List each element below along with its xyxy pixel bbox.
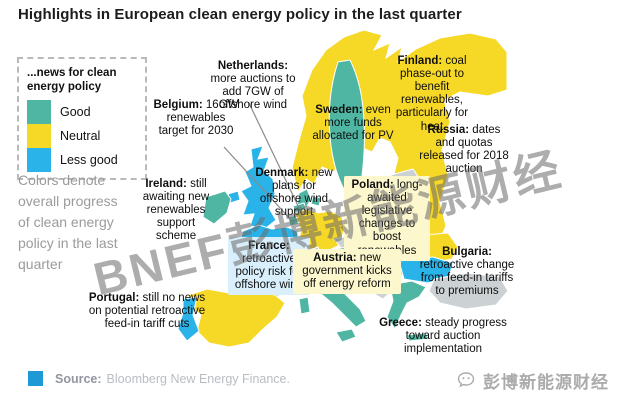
country-note: retroactive policy risk for offshore win… (234, 253, 304, 292)
legend-label: Good (60, 104, 91, 119)
label-bulgaria: Bulgaria: retroactive change from feed-i… (417, 246, 517, 298)
source-square-icon (28, 371, 43, 386)
country-note: even more funds allocated for PV (312, 104, 394, 143)
country-name: Sweden: (315, 104, 363, 116)
country-name: Bulgaria: (442, 246, 492, 258)
country-name: Portugal: (88, 292, 140, 304)
country-name: Denmark: (255, 167, 309, 179)
wechat-watermark: 彭博新能源财经 (457, 368, 609, 393)
source-label: Source: (55, 371, 102, 386)
map-region-denmark-island (310, 195, 322, 207)
map-region-sicily (335, 328, 357, 343)
label-netherlands: Netherlands: more auctions to add 7GW of… (205, 60, 301, 112)
country-note: still awaiting new renewables support sc… (142, 178, 210, 243)
country-name: Finland: (397, 55, 443, 67)
label-belgium: Belgium: 16GW renewables target for 2030 (152, 99, 240, 138)
wechat-watermark-text: 彭博新能源财经 (483, 373, 609, 392)
map-region-turkey (428, 272, 509, 310)
country-note: new government kicks off energy reform (302, 252, 392, 291)
label-sweden: Sweden: even more funds allocated for PV (312, 104, 394, 143)
legend-label: Less good (60, 152, 118, 167)
page-title: Highlights in European clean energy poli… (18, 6, 462, 23)
country-name: Austria: (313, 252, 357, 264)
country-name: Belgium: (153, 99, 203, 111)
source-text: Bloomberg New Energy Finance. (106, 371, 290, 386)
label-portugal: Portugal: still no news on potential ret… (88, 292, 206, 331)
label-finland: Finland: coal phase-out to benefit renew… (390, 55, 474, 134)
country-name: Russia: (427, 124, 470, 136)
source-row: Source: Bloomberg New Energy Finance. (28, 371, 290, 386)
country-note: retroactive change from feed-in tariffs … (419, 259, 515, 298)
country-name: Greece: (379, 317, 422, 329)
country-note: more auctions to add 7GW of offshore win… (210, 73, 296, 112)
legend-item-good: Good (27, 99, 139, 124)
country-note: new plans for offshore wind support (259, 167, 333, 219)
pointer-line-belgium (223, 146, 293, 222)
color-note: Colors denote overall progress of clean … (18, 172, 118, 272)
country-name: France: (248, 240, 290, 252)
map-region-portugal (177, 296, 200, 342)
country-name: Netherlands: (217, 60, 289, 72)
neutral-color-swatch (27, 123, 51, 148)
wechat-bubble-icon (457, 371, 475, 387)
country-note: coal phase-out to benefit renewables, pa… (395, 55, 469, 133)
legend-label: Neutral (60, 128, 101, 143)
label-russia: Russia: dates and quotas released for 20… (418, 124, 510, 176)
map-region-sardinia (298, 296, 311, 315)
pointer-line-netherlands (248, 102, 301, 211)
country-name: Poland: (351, 179, 394, 191)
label-greece: Greece: steady progress toward auction i… (373, 317, 513, 356)
map-region-ireland (202, 190, 232, 225)
label-denmark: Denmark: new plans for offshore wind sup… (252, 167, 336, 219)
country-note: still no news on potential retroactive f… (88, 292, 206, 331)
label-ireland: Ireland: still awaiting new renewables s… (136, 178, 216, 244)
legend-item-neutral: Neutral (27, 123, 139, 148)
country-note: 16GW renewables target for 2030 (158, 99, 239, 138)
label-austria: Austria: new government kicks off energy… (293, 249, 401, 295)
legend: ...news for clean energy policy Good Neu… (17, 57, 147, 180)
lessgood-color-swatch (27, 147, 51, 172)
country-name: Ireland: (145, 178, 187, 190)
legend-item-lessgood: Less good (27, 147, 139, 172)
country-note: dates and quotas released for 2018 aucti… (419, 124, 509, 176)
legend-title: ...news for clean energy policy (27, 67, 117, 94)
good-color-swatch (27, 99, 51, 124)
country-note: long-awaited legislative changes to boos… (358, 179, 423, 257)
map-region-crete (406, 332, 429, 342)
label-poland: Poland: long-awaited legislative changes… (344, 176, 430, 261)
country-note: steady progress toward auction implement… (404, 317, 507, 356)
